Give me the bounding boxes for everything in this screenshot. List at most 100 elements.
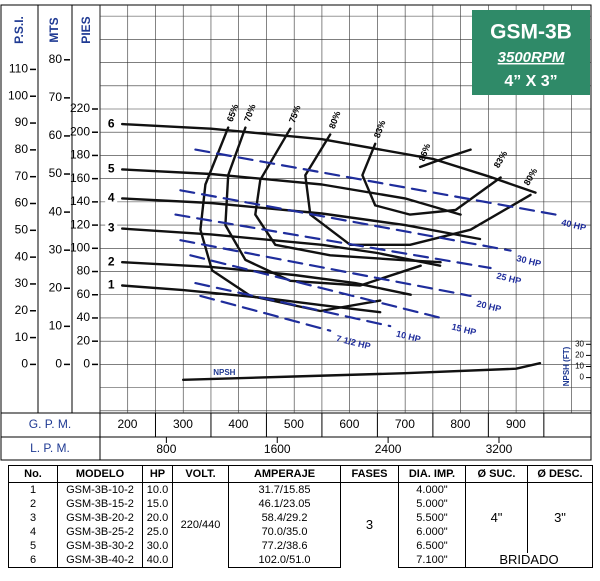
curve-label-bg bbox=[105, 278, 118, 293]
table-cell: Ø DESC. bbox=[527, 465, 593, 483]
pies-tick-label: 220 bbox=[70, 101, 90, 115]
psi-tick-label: 100 bbox=[8, 88, 28, 102]
table-cell: GSM-3B-20-2 bbox=[57, 511, 143, 525]
curve-label: 4 bbox=[108, 191, 115, 205]
y2-tick-label: 30 bbox=[575, 339, 584, 348]
psi-axis-label: P.S.I. bbox=[12, 16, 26, 44]
curve bbox=[121, 122, 537, 194]
x-tick-label: 400 bbox=[228, 417, 248, 431]
power-line bbox=[179, 189, 512, 252]
power-label: 40 HP bbox=[560, 217, 587, 233]
curve bbox=[418, 148, 472, 169]
model-table: No. MODELO HP VOLT. AMPERAJE FASES DIA. IMP. Ø … bbox=[8, 465, 593, 568]
table-cell: 1 bbox=[8, 482, 58, 497]
psi-tick-label: 110 bbox=[9, 62, 28, 76]
chart-subtitle: 3500RPM bbox=[498, 49, 565, 66]
pies-tick-label: 0 bbox=[83, 357, 90, 371]
efficiency-label: 80% bbox=[327, 110, 343, 130]
chart: P.S.I. MTS PIES G. P. M. L. P. M. 200 300… bbox=[0, 4, 592, 461]
table-cell: 15.0 bbox=[142, 497, 173, 511]
table-cell: 40.0 bbox=[142, 553, 173, 568]
frame bbox=[0, 4, 592, 461]
x-tick-label: 200 bbox=[117, 417, 137, 431]
mts-tick-label: 10 bbox=[49, 318, 63, 332]
y2-tick-label: 10 bbox=[575, 362, 584, 371]
x-tick-label: 800 bbox=[450, 417, 470, 431]
x-tick-label: 300 bbox=[173, 417, 193, 431]
pies-tick-label: 160 bbox=[70, 171, 90, 185]
table-cell: 2 bbox=[8, 497, 58, 511]
table-cell: HP bbox=[142, 465, 173, 483]
efficiency-label: 70% bbox=[242, 103, 258, 123]
power-line bbox=[189, 254, 447, 321]
pies-axis-label: PIES bbox=[79, 16, 93, 43]
power-line bbox=[174, 213, 492, 270]
table-cell: 70.0/35.0 bbox=[228, 525, 341, 539]
table-cell: 6 bbox=[8, 553, 58, 568]
table-row: 6 GSM-3B-40-2 40.0 102.0/51.0 7.100" BRIDADO bbox=[8, 553, 593, 568]
table-cell: 25.0 bbox=[142, 525, 173, 539]
mts-tick-label: 30 bbox=[49, 242, 63, 256]
power-label: 25 HP bbox=[496, 271, 523, 287]
efficiency-label: 83% bbox=[372, 119, 388, 139]
curve bbox=[254, 127, 442, 264]
psi-tick-label: 70 bbox=[15, 169, 29, 183]
power-line bbox=[194, 282, 392, 328]
mts-tick-label: 80 bbox=[49, 52, 63, 66]
table-cell: 102.0/51.0 bbox=[228, 553, 341, 568]
table-cell: DIA. IMP. bbox=[398, 465, 466, 483]
table-cell: 10.0 bbox=[142, 482, 173, 497]
mts-tick-label: 50 bbox=[49, 166, 63, 180]
x-lpm-axis-label: L. P. M. bbox=[30, 441, 70, 455]
table-cell: 4" bbox=[465, 482, 528, 553]
curve-label: 5 bbox=[108, 162, 115, 176]
pies-tick-label: 60 bbox=[77, 287, 91, 301]
power-label: 10 HP bbox=[395, 329, 422, 345]
x-lpm-tick-label: 2400 bbox=[375, 442, 402, 456]
chart-caption: 4” X 3” bbox=[504, 73, 557, 90]
table-cell: 3 bbox=[340, 482, 399, 568]
table-cell: 220/440 bbox=[172, 482, 229, 568]
curve-label: 3 bbox=[108, 221, 115, 235]
table-row: 1 GSM-3B-10-2 10.0 220/440 31.7/15.85 3 4.000"… bbox=[8, 482, 593, 568]
table-cell: 6.000" bbox=[398, 525, 466, 539]
curve-label: 6 bbox=[108, 116, 115, 130]
pies-tick-label: 20 bbox=[77, 333, 91, 347]
table-cell: 77.2/38.6 bbox=[228, 539, 341, 553]
psi-tick-label: 0 bbox=[21, 357, 28, 371]
psi-tick-label: 10 bbox=[15, 330, 29, 344]
table-cell: GSM-3B-15-2 bbox=[57, 497, 143, 511]
x-lpm-tick-label: 1600 bbox=[264, 442, 291, 456]
pies-tick-label: 180 bbox=[70, 148, 90, 162]
table-cell: BRIDADO bbox=[465, 553, 593, 568]
table-row: 4 GSM-3B-25-2 25.0 70.0/35.0 6.000" bbox=[8, 525, 593, 539]
psi-tick-label: 50 bbox=[15, 222, 29, 236]
table-cell: 5.500" bbox=[398, 511, 466, 525]
power-label: 20 HP bbox=[476, 298, 503, 314]
mts-tick-label: 70 bbox=[49, 90, 63, 104]
curve-label-bg bbox=[105, 221, 118, 236]
x-tick-label: 700 bbox=[395, 417, 415, 431]
table-cell: 4 bbox=[8, 525, 58, 539]
power-label: 30 HP bbox=[515, 253, 542, 269]
table-cell: 46.1/23.05 bbox=[228, 497, 341, 511]
table-cell: GSM-3B-30-2 bbox=[57, 539, 143, 553]
pies-tick-label: 80 bbox=[77, 264, 91, 278]
table-cell: 5 bbox=[8, 539, 58, 553]
efficiency-label: 83% bbox=[492, 149, 510, 170]
table-cell: 30.0 bbox=[142, 539, 173, 553]
x-tick-label: 900 bbox=[506, 417, 526, 431]
table-cell: 31.7/15.85 bbox=[228, 482, 341, 497]
x-tick-label: 500 bbox=[284, 417, 304, 431]
table-row: 5 GSM-3B-30-2 30.0 77.2/38.6 6.500" bbox=[8, 539, 593, 553]
table-cell: GSM-3B-40-2 bbox=[57, 553, 143, 568]
curve-label-bg bbox=[105, 117, 118, 132]
curve-label-bg bbox=[105, 191, 118, 206]
psi-tick-label: 30 bbox=[15, 276, 29, 290]
curve bbox=[199, 126, 382, 313]
x-axis-label: G. P. M. bbox=[29, 417, 71, 431]
table-cell: 3" bbox=[527, 482, 593, 553]
curve bbox=[224, 126, 422, 287]
psi-tick-label: 20 bbox=[15, 303, 29, 317]
